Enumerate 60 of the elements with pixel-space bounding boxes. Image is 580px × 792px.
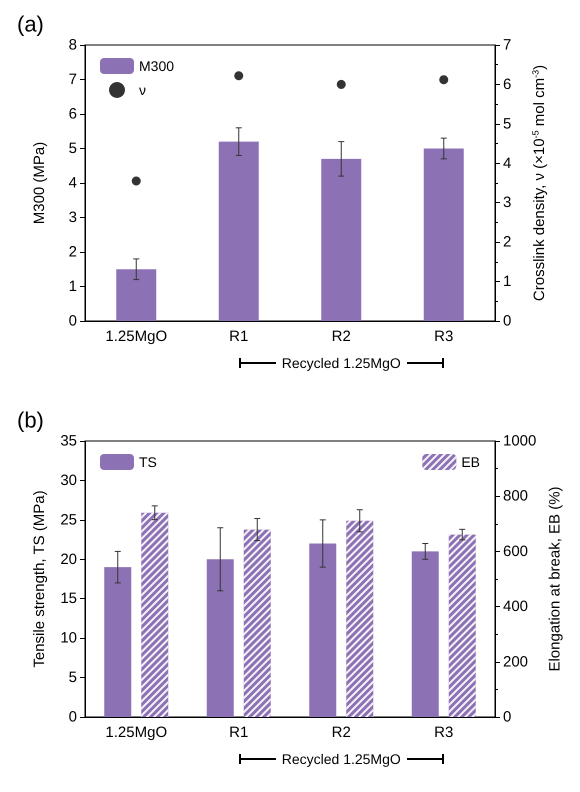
x-tick-label: R3 bbox=[434, 724, 454, 741]
y2-tick-label: 4 bbox=[503, 154, 512, 172]
y2-tick-label: 3 bbox=[503, 194, 512, 212]
y-tick-label: 2 bbox=[68, 244, 77, 260]
y-tick-label: 0 bbox=[68, 312, 77, 330]
y-tick-label: 4 bbox=[68, 174, 77, 192]
x-tick-label: 1.25MgO bbox=[105, 328, 168, 345]
y-tick-label: 1 bbox=[68, 278, 77, 295]
x-tick-label: R1 bbox=[229, 328, 248, 345]
y-tick-label: 8 bbox=[68, 36, 77, 54]
y2-tick-label: 1 bbox=[503, 273, 512, 290]
y2-tick-label: 0 bbox=[503, 708, 512, 726]
y-tick-label: 25 bbox=[60, 511, 77, 528]
y2-tick-label: 1000 bbox=[503, 432, 536, 450]
y-tick-label: 10 bbox=[60, 630, 77, 647]
y2-tick-label: 2 bbox=[503, 234, 512, 251]
point bbox=[132, 176, 141, 186]
y-tick-label: 0 bbox=[68, 708, 77, 726]
y-tick-label: 7 bbox=[68, 71, 77, 88]
bar bbox=[424, 148, 464, 321]
y2-tick-label: 6 bbox=[503, 76, 512, 93]
text: Recycled 1.25MgO bbox=[280, 751, 402, 767]
bar bbox=[309, 544, 336, 717]
x-tick-label: R2 bbox=[332, 328, 351, 345]
y-axis-title: M300 (MPa) bbox=[31, 142, 48, 224]
y2-tick-label: 0 bbox=[503, 312, 512, 330]
y-tick-label: 15 bbox=[60, 590, 77, 608]
y2-tick-label: 5 bbox=[503, 115, 512, 132]
y2-tick-label: 600 bbox=[503, 542, 528, 560]
bar bbox=[412, 551, 439, 717]
x-tick-label: R2 bbox=[332, 724, 351, 741]
y2-tick-label: 200 bbox=[503, 653, 528, 670]
legend-label: TS bbox=[139, 454, 157, 470]
y-tick-label: 30 bbox=[60, 472, 77, 489]
legend-label: M300 bbox=[139, 58, 174, 74]
y2-axis-title: Elongation at break, EB (%) bbox=[546, 486, 564, 672]
x-tick-label: R3 bbox=[434, 328, 454, 345]
x-tick-label: R1 bbox=[229, 724, 248, 741]
y-tick-label: 5 bbox=[68, 669, 77, 686]
bar bbox=[104, 567, 132, 717]
text: Recycled 1.25MgO bbox=[280, 355, 402, 371]
y-tick-label: 3 bbox=[68, 209, 77, 226]
bar bbox=[218, 142, 259, 321]
y2-tick-label: 7 bbox=[503, 36, 512, 54]
y2-tick-label: 400 bbox=[503, 598, 528, 616]
y-tick-label: 5 bbox=[68, 140, 77, 157]
x-tick-label: 1.25MgO bbox=[105, 724, 168, 741]
y-axis-title: Tensile strength, TS (MPa) bbox=[31, 490, 48, 668]
y-tick-label: 6 bbox=[68, 106, 77, 122]
chart-title: (b) bbox=[17, 408, 44, 432]
y2-axis-title: Crosslink density, ν (×10-5 mol cm-3) bbox=[530, 64, 548, 302]
bar bbox=[321, 158, 362, 321]
bar bbox=[206, 559, 234, 717]
legend-label: EB bbox=[461, 454, 480, 470]
y2-tick-label: 800 bbox=[503, 488, 528, 505]
y-tick-label: 20 bbox=[60, 550, 77, 568]
chart-title: (a) bbox=[17, 12, 44, 36]
bar bbox=[116, 269, 156, 321]
y-tick-label: 35 bbox=[60, 432, 77, 450]
legend-label: ν bbox=[139, 82, 146, 98]
